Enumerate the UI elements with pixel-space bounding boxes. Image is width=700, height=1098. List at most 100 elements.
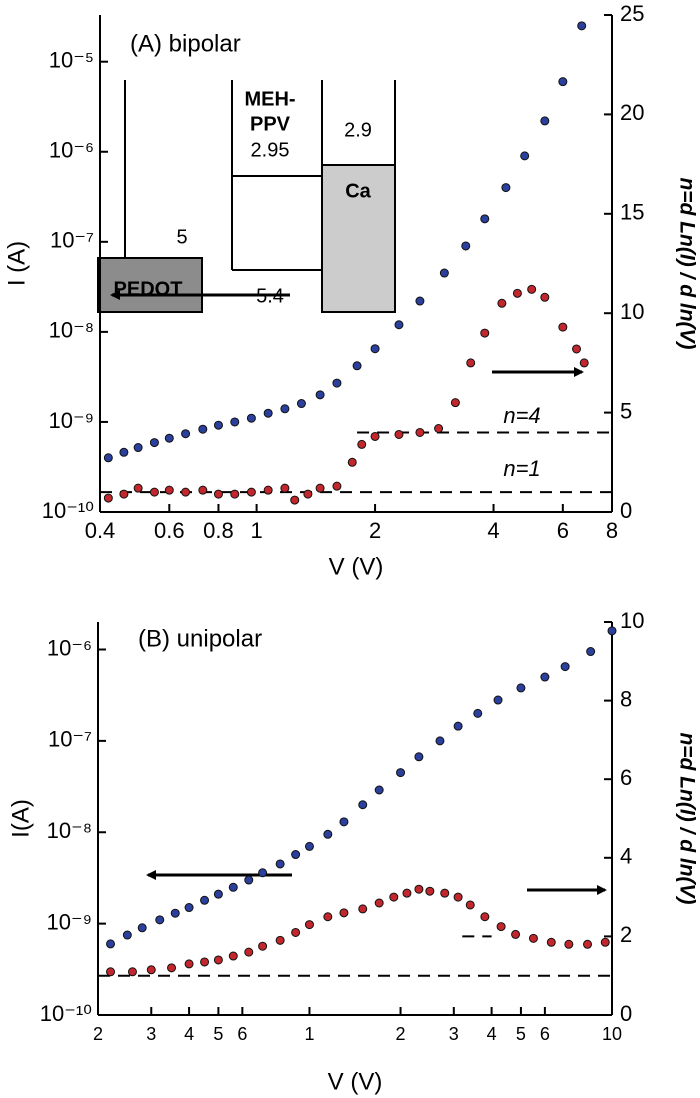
y2-tick-label: 10: [620, 608, 644, 633]
data-point: [184, 903, 194, 913]
data-point: [244, 875, 254, 885]
data-point: [213, 955, 223, 965]
data-point: [127, 967, 137, 977]
data-point: [323, 912, 333, 922]
data-point: [137, 923, 147, 933]
data-point: [493, 695, 503, 705]
pedot-box: [97, 257, 203, 313]
x-tick-label: 0.8: [203, 518, 234, 543]
data-point: [564, 939, 574, 949]
data-point: [352, 361, 362, 371]
annotation: n=4: [503, 403, 540, 428]
x-axis-label: V (V): [329, 553, 384, 580]
data-point: [546, 937, 556, 947]
data-point: [374, 785, 384, 795]
data-point: [453, 892, 463, 902]
data-point: [103, 453, 113, 463]
data-point: [290, 495, 300, 505]
data-point: [480, 328, 490, 338]
data-point: [164, 485, 174, 495]
data-point: [440, 888, 450, 898]
panel-title: (B) unipolar: [138, 625, 262, 652]
data-point: [133, 443, 143, 453]
data-point: [540, 672, 550, 682]
data-point: [106, 939, 116, 949]
data-point: [213, 489, 223, 499]
x-tick-label: 6: [237, 1024, 247, 1044]
y-tick-label: 10⁻⁹: [48, 408, 94, 433]
y-axis-label: I (A): [3, 241, 30, 286]
y-tick-label: 10⁻⁷: [50, 228, 94, 253]
data-point: [577, 21, 587, 31]
ca-box: [321, 164, 396, 313]
x-tick-label: 5: [516, 1024, 526, 1044]
x-tick-label: 3: [146, 1024, 156, 1044]
x-tick-label: 0.6: [154, 518, 185, 543]
y-tick-label: 10⁻⁹: [46, 909, 92, 934]
y-tick-label: 10⁻⁶: [47, 635, 92, 660]
data-point: [600, 937, 610, 947]
data-point: [497, 298, 507, 308]
x-tick-label: 2: [396, 1024, 406, 1044]
data-point: [357, 439, 367, 449]
energy-diagram: MEH- PPV 2.95 2.9 Ca 5 5.4 PEDOT: [97, 80, 396, 313]
x-tick-label: 4: [184, 1024, 194, 1044]
data-point: [181, 487, 191, 497]
y2-tick-label: 0: [620, 498, 632, 523]
data-point: [198, 424, 208, 434]
data-point: [473, 708, 483, 718]
data-point: [370, 344, 380, 354]
y2-tick-label: 20: [620, 100, 644, 125]
y2-tick-label: 6: [620, 765, 632, 790]
x-tick-label: 5: [213, 1024, 223, 1044]
x-tick-label: 6: [557, 518, 569, 543]
x-tick-label: 4: [487, 518, 499, 543]
x-tick-label: 1: [250, 518, 262, 543]
data-point: [275, 935, 285, 945]
y2-tick-label: 15: [620, 200, 644, 225]
x-axis-label: V (V): [328, 1068, 383, 1095]
data-point: [415, 427, 425, 437]
x-tick-label: 4: [487, 1024, 497, 1044]
data-point: [258, 868, 268, 878]
data-point: [291, 850, 301, 860]
data-point: [246, 413, 256, 423]
data-point: [358, 904, 368, 914]
x-tick-label: 6: [540, 1024, 550, 1044]
x-tick-label: 3: [449, 1024, 459, 1044]
data-point: [258, 941, 268, 951]
data-point: [339, 817, 349, 827]
data-point: [198, 485, 208, 495]
data-point: [414, 752, 424, 762]
data-point: [184, 959, 194, 969]
y2-tick-label: 0: [620, 1001, 632, 1026]
inset-label: PPV: [250, 113, 291, 135]
data-point: [103, 493, 113, 503]
y2-axis-label: n=d Ln(I) / d ln(V): [675, 177, 698, 349]
data-point: [435, 736, 445, 746]
inset-label: Ca: [345, 180, 371, 202]
x-tick-label: 8: [606, 518, 618, 543]
y-tick-label: 10⁻⁷: [48, 727, 92, 752]
data-point: [480, 912, 490, 922]
data-point: [149, 487, 159, 497]
data-point: [244, 947, 254, 957]
data-point: [133, 483, 143, 493]
data-point: [230, 417, 240, 427]
data-point: [263, 408, 273, 418]
data-point: [119, 489, 129, 499]
data-point: [155, 915, 165, 925]
data-point: [453, 721, 463, 731]
x-tick-label: 1: [304, 1024, 314, 1044]
inset-label: MEH-: [244, 88, 295, 110]
data-point: [374, 898, 384, 908]
data-point: [394, 429, 404, 439]
data-point: [315, 390, 325, 400]
data-point: [396, 768, 406, 778]
data-point: [170, 908, 180, 918]
data-point: [164, 433, 174, 443]
data-point: [516, 683, 526, 693]
data-point: [200, 895, 210, 905]
